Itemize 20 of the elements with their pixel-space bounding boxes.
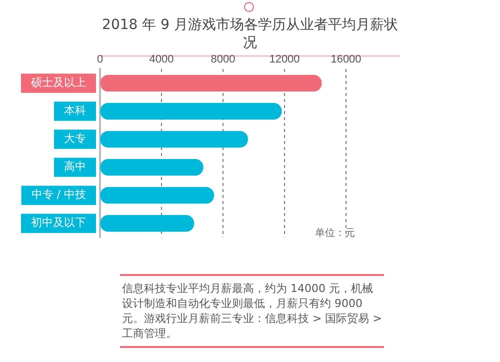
x-tick-label: 8000	[210, 54, 236, 66]
bar	[100, 74, 322, 92]
y-tick-label: 硕士及以上	[30, 76, 86, 90]
y-tick-label: 中专 / 中技	[31, 188, 86, 202]
bar	[100, 215, 194, 232]
y-tick-label: 高中	[64, 160, 86, 174]
bar	[100, 187, 214, 204]
y-tick-label: 大专	[64, 132, 86, 146]
x-tick-label: 16000	[330, 54, 362, 66]
x-tick-label: 4000	[149, 54, 174, 66]
bar	[100, 102, 282, 120]
text: 信息科技专业平均月薪最高，约为 14000 元，机械设计制造和自动化专业则最低，月薪只有约 9000 元。游戏行业月薪前三专业：信息科技 > 国际贸易 > 工商管理。	[120, 274, 384, 348]
bar	[100, 158, 204, 176]
x-tick-label: 0	[96, 54, 104, 66]
annotation: 单位：元	[315, 226, 355, 240]
x-tick-label: 12000	[269, 54, 300, 66]
y-tick-label: 初中及以下	[31, 216, 86, 230]
y-tick-label: 本科	[64, 104, 86, 118]
chart-title: 2018 年 9 月游戏市场各学历从业者平均月薪状况	[102, 17, 398, 51]
bar	[100, 130, 248, 148]
